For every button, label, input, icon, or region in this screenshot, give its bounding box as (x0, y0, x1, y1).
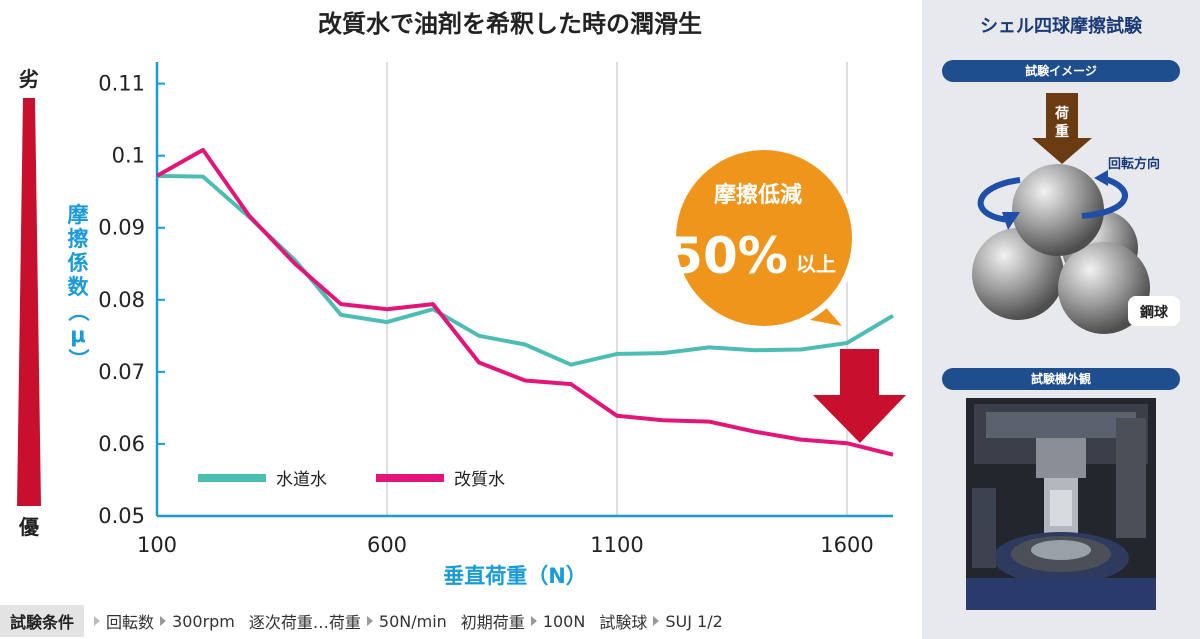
y-tick-label: 0.07 (98, 360, 145, 384)
separator-icon (160, 616, 167, 626)
load-label-2: 重 (1055, 123, 1069, 140)
x-tick-label: 100 (137, 533, 177, 557)
separator-icon (653, 616, 660, 626)
y-tick-label: 0.08 (98, 288, 145, 312)
y-tick-label: 0.05 (98, 504, 145, 528)
condition-value: 50N/min (378, 611, 447, 631)
condition-value: 300rpm (172, 611, 235, 631)
series-line-modified-water (156, 147, 894, 457)
rotation-arrow-icon (977, 177, 1021, 223)
y-tick-label: 0.06 (98, 432, 145, 456)
y-tick-label: 0.09 (98, 216, 145, 240)
test-machine-photo (966, 398, 1156, 610)
x-tick-label: 600 (367, 533, 407, 557)
y-axis-label-char: ） (66, 349, 90, 370)
condition-key: 初期荷重 (460, 613, 525, 632)
separator-icon (366, 616, 373, 626)
axes (155, 62, 893, 518)
y-tick-label: 0.1 (112, 144, 145, 168)
scale-bar (17, 98, 41, 506)
x-tick-label: 1100 (590, 533, 643, 557)
reduction-callout: 摩擦低減 50% 以上 (668, 144, 858, 332)
legend-label-modified-water: 改質水 (454, 470, 505, 490)
load-label-1: 荷 (1054, 105, 1069, 122)
y-axis-label-char: 数 (68, 275, 90, 299)
x-axis-label: 垂直荷重（N） (443, 564, 587, 588)
x-tick-labels: 100 600 1100 1600 (137, 533, 874, 557)
y-axis-label-char: （ (66, 301, 90, 322)
callout-big: 50% (668, 227, 788, 285)
steel-ball-top (1012, 164, 1104, 256)
y-tick-labels: 0.11 0.1 0.09 0.08 0.07 0.06 0.05 (98, 72, 145, 528)
scale-top-label: 劣 (19, 67, 39, 91)
condition-key: 回転数 (106, 613, 155, 632)
y-tick-label: 0.11 (98, 72, 145, 96)
condition-key: 試験球 (599, 613, 648, 632)
series-lines (156, 147, 895, 457)
grid (386, 62, 848, 516)
side-panel-title: シェル四球摩擦試験 (980, 16, 1142, 37)
steel-ball-right (1058, 242, 1150, 334)
scale-bottom-label: 優 (18, 515, 40, 539)
condition-key: 逐次荷重…荷重 (248, 613, 361, 632)
callout-small: 以上 (796, 252, 836, 276)
condition-value: 100N (542, 611, 586, 631)
legend-label-tap-water: 水道水 (276, 470, 327, 490)
y-axis-label-char: 摩 (68, 203, 89, 227)
chart-title: 改質水で油剤を希釈した時の潤滑生 (318, 10, 702, 38)
y-axis-label-char: 擦 (68, 227, 89, 251)
y-axis-label-char: 係 (68, 251, 89, 275)
separator-icon (94, 616, 101, 626)
legend: 水道水 改質水 (198, 470, 505, 490)
down-arrow-icon (813, 349, 906, 443)
rotation-label: 回転方向 (1108, 156, 1160, 172)
machine-label: 試験機外観 (942, 368, 1180, 390)
ball-label: 鋼球 (1139, 304, 1169, 321)
condition-value: SUJ 1/2 (665, 611, 723, 631)
separator-icon (530, 616, 537, 626)
test-conditions: 試験条件 回転数 300rpm 逐次荷重…荷重 50N/min 初期荷重 100… (0, 605, 922, 637)
x-tick-label: 1600 (820, 533, 873, 557)
y-axis-label-char: μ (70, 323, 85, 347)
load-arrow-icon (1032, 93, 1092, 164)
test-image-label: 試験イメージ (942, 60, 1180, 82)
callout-line1: 摩擦低減 (714, 182, 802, 208)
four-ball-illustration: 荷 重 回転方向 鋼球 (972, 93, 1180, 334)
conditions-label: 試験条件 (0, 605, 85, 637)
side-panel: シェル四球摩擦試験 試験イメージ 荷 重 回転方向 鋼球 試験機外観 (922, 0, 1200, 639)
